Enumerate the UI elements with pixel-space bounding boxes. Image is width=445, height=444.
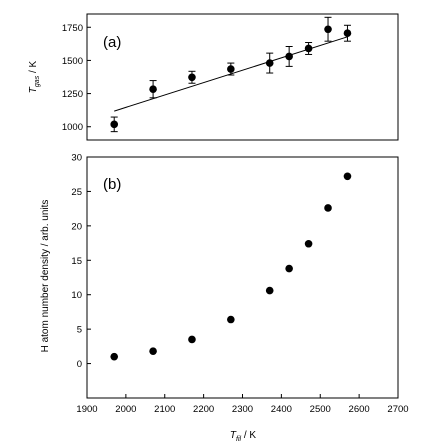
panel-a-y-tick-label: 1500 <box>62 56 83 67</box>
panel-b-x-tick-label: 1900 <box>76 404 97 415</box>
panel-a-data-point <box>265 52 274 74</box>
panel-a-data-point <box>110 116 119 133</box>
panel-b-label: (b) <box>103 176 121 193</box>
panel-a-y-axis-title: Tgas / K <box>28 60 41 93</box>
panel-a-ylabel-main: T <box>28 86 39 93</box>
panel-b-xlabel-main: T <box>230 430 237 441</box>
panel-b-xlabel-sub: fil <box>236 436 242 443</box>
panel-a-data-point <box>188 70 196 84</box>
panel-a-data-point <box>149 80 157 99</box>
panel-b-data-point <box>227 315 235 324</box>
panel-b-data-point <box>343 172 352 181</box>
panel-a-marker <box>110 120 119 129</box>
panel-a-y-tick-label: 1750 <box>62 23 83 34</box>
panel-b-x-tick-label: 2700 <box>387 404 408 415</box>
panel-b-data-point <box>304 239 313 248</box>
panel-b-x-axis-title: Tfil / K <box>230 430 257 443</box>
panel-b-y-tick-label: 30 <box>71 153 82 164</box>
panel-b: 0 5 10 15 20 25 30 1900 2000 2100 2200 2300 2400 250… <box>40 153 409 444</box>
panel-b-x-tick-label: 2600 <box>349 404 370 415</box>
panel-b-data-point <box>324 204 332 212</box>
panel-a-data-point <box>324 16 332 42</box>
panel-b-x-tick-label: 2100 <box>154 404 175 415</box>
panel-a-marker <box>227 65 235 73</box>
panel-b-x-tick-label: 2500 <box>310 404 331 415</box>
panel-a: 1000 1250 1500 1750 (a) Tgas / K <box>28 13 399 141</box>
panel-a-marker <box>149 85 157 94</box>
panel-b-y-tick-label: 10 <box>71 290 82 301</box>
panel-a-marker <box>343 29 352 38</box>
panel-b-x-tick-label: 2000 <box>115 404 136 415</box>
panel-b-data-point <box>110 352 119 361</box>
panel-b-y-tick-label: 25 <box>71 187 82 198</box>
panel-b-y-tick-label: 20 <box>71 221 82 232</box>
panel-a-y-tick-label: 1250 <box>62 89 83 100</box>
panel-b-xlabel-unit: / K <box>241 430 256 441</box>
panel-b-x-tick-label: 2300 <box>232 404 253 415</box>
panel-b-y-tick-label: 5 <box>77 325 82 336</box>
panel-a-marker <box>304 44 313 53</box>
panel-b-y-tick-label: 0 <box>77 359 82 370</box>
panel-a-marker <box>265 59 274 67</box>
panel-a-frame <box>86 13 399 141</box>
panel-a-ylabel-unit: / K <box>28 60 39 75</box>
panel-b-x-tick-label: 2200 <box>193 404 214 415</box>
panel-a-data-point <box>343 24 352 42</box>
panel-b-data-point <box>285 264 293 273</box>
panel-b-data-point <box>149 347 157 355</box>
panel-a-data-point <box>285 45 293 67</box>
panel-b-y-tick-label: 15 <box>71 256 82 267</box>
panel-a-data-point <box>304 42 313 55</box>
panel-a-ylabel-sub: gas <box>34 75 41 87</box>
panel-b-data-point <box>188 335 196 344</box>
panel-a-y-tick-label: 1000 <box>62 122 83 133</box>
panel-a-data-point <box>227 62 235 76</box>
panel-b-data-point <box>265 286 274 295</box>
panel-a-marker <box>324 25 332 34</box>
panel-a-marker <box>188 73 196 82</box>
panel-b-y-axis-title: H atom number density / arb. units <box>40 200 51 353</box>
panel-a-marker <box>285 52 293 61</box>
panel-a-label: (a) <box>103 34 121 51</box>
panel-b-frame <box>86 156 399 399</box>
panel-b-x-tick-label: 2400 <box>271 404 292 415</box>
